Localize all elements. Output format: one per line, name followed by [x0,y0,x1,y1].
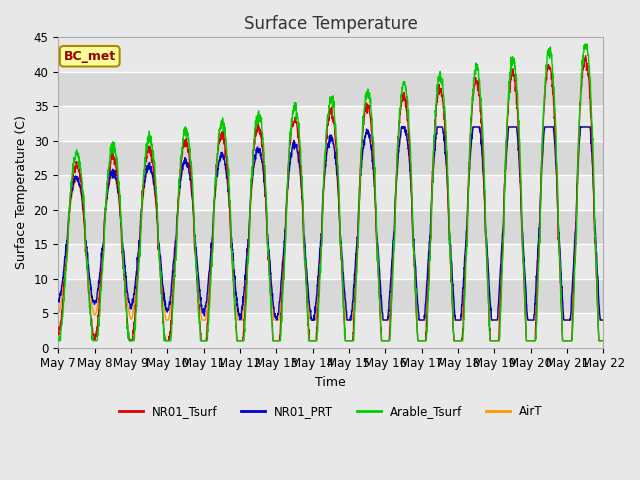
Bar [58,37,604,72]
Y-axis label: Surface Temperature (C): Surface Temperature (C) [15,116,28,269]
Bar [58,141,604,175]
Bar [58,210,604,244]
Bar [58,106,604,141]
Title: Surface Temperature: Surface Temperature [244,15,418,33]
X-axis label: Time: Time [316,376,346,389]
Legend: NR01_Tsurf, NR01_PRT, Arable_Tsurf, AirT: NR01_Tsurf, NR01_PRT, Arable_Tsurf, AirT [114,400,547,422]
Text: BC_met: BC_met [63,50,116,63]
Bar [58,72,604,106]
Bar [58,244,604,279]
Bar [58,279,604,313]
Bar [58,313,604,348]
Bar [58,175,604,210]
